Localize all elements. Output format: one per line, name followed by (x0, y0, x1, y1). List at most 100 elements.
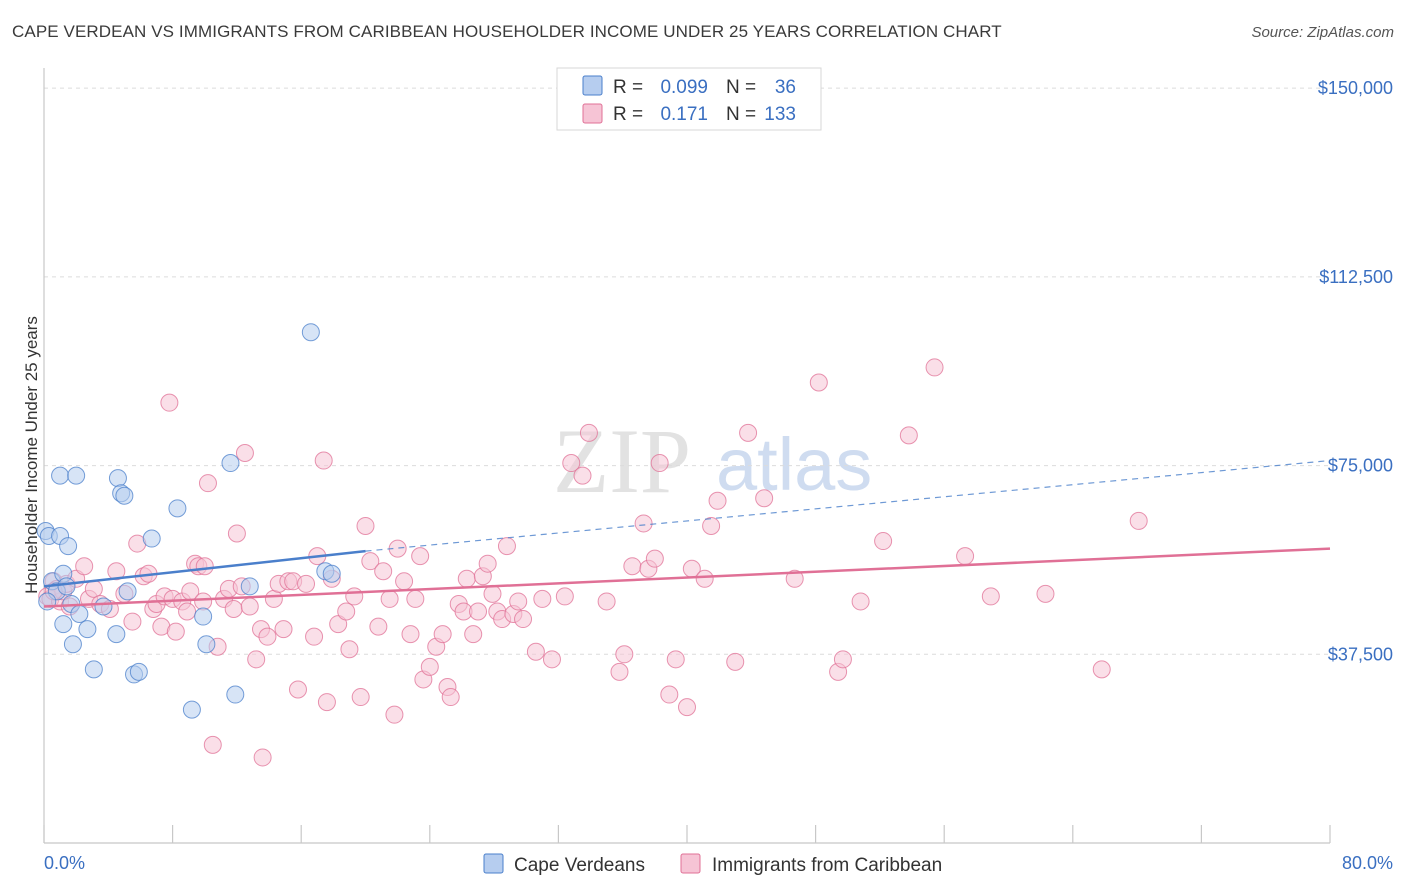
cape-verdean-point-30 (226, 685, 245, 704)
caribbean-point-34 (198, 474, 217, 493)
caribbean-point-74 (406, 589, 425, 608)
y-axis-label: Householder Income Under 25 years (22, 316, 41, 594)
cape-verdean-point-24 (142, 529, 161, 548)
caribbean-point-128 (925, 358, 944, 377)
caribbean-point-110 (650, 454, 669, 473)
caribbean-point-84 (457, 569, 476, 588)
cape-verdean-point-27 (194, 607, 213, 626)
caribbean-point-132 (1092, 660, 1111, 679)
caribbean-trend-line (43, 547, 1331, 608)
legend-swatch-caribbean (582, 103, 603, 124)
caribbean-point-73 (401, 625, 420, 644)
caribbean-point-50 (274, 620, 293, 639)
cape-verdean-point-17 (107, 625, 126, 644)
cape-verdean-point-21 (118, 582, 137, 601)
caribbean-point-75 (411, 547, 430, 566)
cape-verdean-point-28 (197, 635, 216, 654)
legend-r-value-2: 0.171 (660, 104, 708, 125)
caribbean-point-14 (107, 562, 126, 581)
caribbean-point-85 (464, 625, 483, 644)
cape-verdean-point-5 (51, 466, 70, 485)
caribbean-point-40 (227, 524, 246, 543)
caribbean-point-129 (956, 547, 975, 566)
caribbean-point-119 (739, 423, 758, 442)
caribbean-point-99 (555, 587, 574, 606)
caribbean-point-98 (542, 650, 561, 669)
caribbean-point-92 (497, 537, 516, 556)
caribbean-point-24 (160, 393, 179, 412)
caribbean-point-48 (264, 589, 283, 608)
caribbean-point-126 (874, 532, 893, 551)
caribbean-point-127 (899, 426, 918, 445)
caribbean-point-125 (851, 592, 870, 611)
cape-verdean-point-23 (129, 662, 148, 681)
y-tick-label-0: $37,500 (1328, 644, 1393, 664)
chart-title: CAPE VERDEAN VS IMMIGRANTS FROM CARIBBEA… (12, 22, 1002, 41)
caribbean-point-95 (514, 610, 533, 629)
caribbean-point-43 (240, 597, 259, 616)
caribbean-point-58 (317, 693, 336, 712)
caribbean-point-88 (478, 554, 497, 573)
watermark-atlas: atlas (716, 423, 872, 506)
caribbean-point-77 (420, 657, 439, 676)
caribbean-point-117 (708, 491, 727, 510)
caribbean-point-81 (441, 688, 460, 707)
caribbean-point-109 (645, 549, 664, 568)
legend-swatch-cape-verdeans (582, 75, 603, 96)
caribbean-point-124 (833, 650, 852, 669)
y-tick-label-3: $150,000 (1318, 78, 1393, 98)
y-tick-label-1: $75,000 (1328, 456, 1393, 476)
caribbean-point-113 (678, 698, 696, 717)
caribbean-point-55 (305, 627, 324, 646)
caribbean-point-28 (178, 602, 197, 621)
caribbean-point-120 (755, 489, 774, 508)
caribbean-point-62 (340, 640, 359, 659)
cape-verdean-point-32 (301, 323, 320, 342)
caribbean-point-61 (337, 602, 356, 621)
bottom-legend-swatch-cape-verdeans (483, 853, 504, 874)
caribbean-point-89 (483, 584, 502, 603)
caribbean-point-102 (579, 423, 598, 442)
caribbean-point-86 (469, 602, 488, 621)
caribbean-point-69 (380, 589, 399, 608)
series-cape-verdean-points (36, 323, 341, 719)
caribbean-point-16 (123, 612, 142, 631)
caribbean-point-131 (1036, 584, 1055, 603)
caribbean-point-66 (361, 552, 380, 571)
caribbean-point-94 (509, 592, 528, 611)
caribbean-point-70 (385, 705, 404, 724)
caribbean-point-60 (329, 615, 348, 634)
y-axis-tick-labels: $37,500 $75,000 $112,500 $150,000 (1318, 78, 1393, 664)
caribbean-point-64 (351, 688, 370, 707)
trend-lines (43, 459, 1331, 608)
caribbean-point-72 (395, 572, 414, 591)
series-legend: Cape Verdeans Immigrants from Caribbean (483, 853, 942, 876)
caribbean-point-130 (981, 587, 1000, 606)
caribbean-point-63 (345, 587, 364, 606)
cape-verdean-point-9 (59, 537, 78, 556)
cape-verdean-point-18 (108, 469, 127, 488)
caribbean-point-32 (194, 592, 213, 611)
legend-n-label-2: N = (726, 104, 756, 125)
x-tick-label-min: 0.0% (44, 853, 85, 873)
cape-verdean-point-31 (240, 577, 259, 596)
x-axis-ticks (43, 825, 1331, 843)
caribbean-point-65 (356, 516, 375, 535)
series-caribbean-points (38, 358, 1148, 767)
bottom-legend-label-cape-verdeans: Cape Verdeans (514, 855, 645, 876)
caribbean-point-105 (615, 645, 634, 664)
bottom-legend-label-caribbean: Immigrants from Caribbean (712, 855, 942, 876)
caribbean-point-96 (526, 642, 545, 661)
caribbean-point-107 (634, 514, 653, 533)
cape-verdean-point-12 (67, 466, 86, 485)
caribbean-point-33 (195, 557, 214, 576)
caribbean-point-47 (258, 627, 277, 646)
caribbean-point-68 (374, 562, 393, 581)
legend-r-value-1: 0.099 (660, 77, 708, 98)
caribbean-point-101 (573, 466, 592, 485)
caribbean-point-116 (702, 516, 721, 535)
caribbean-point-26 (166, 622, 185, 641)
caribbean-point-67 (369, 617, 388, 636)
caribbean-point-111 (660, 685, 679, 704)
